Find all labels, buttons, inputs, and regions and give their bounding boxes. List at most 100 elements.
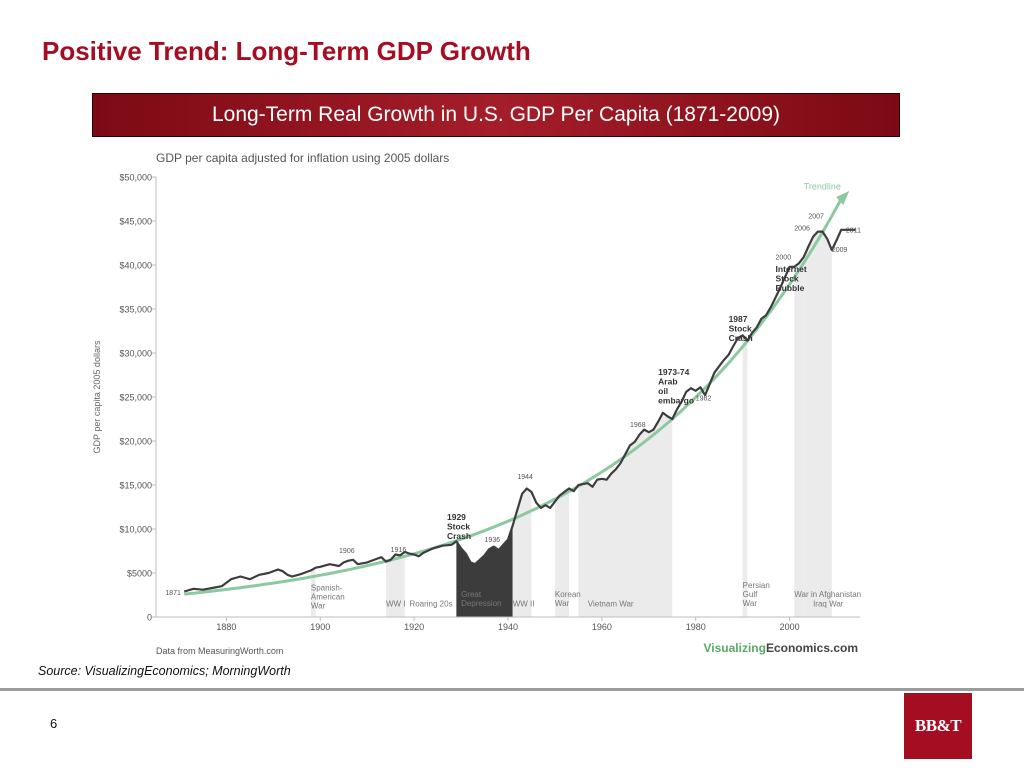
brand-part-b: Economics.com xyxy=(766,641,858,655)
period-label-line: WW II xyxy=(513,599,535,608)
x-tick-label: 2000 xyxy=(780,622,800,632)
shaded-period-1990 xyxy=(742,335,748,617)
y-tick-label: $40,000 xyxy=(119,261,152,271)
period-label: WW II xyxy=(513,599,535,608)
y-tick-label: $5000 xyxy=(127,569,152,579)
y-axis-label: GDP per capita 2005 dollars xyxy=(92,340,102,453)
year-label: 2007 xyxy=(808,213,824,220)
period-label-line: War in Afghanistan xyxy=(794,590,861,599)
gdp-series-line xyxy=(183,228,856,593)
period-label: War in Afghanistan xyxy=(794,590,861,599)
event-label: 1973-74 Arab oil embargo xyxy=(658,367,694,406)
year-label: 2009 xyxy=(832,247,848,254)
period-label: WW I xyxy=(386,599,406,608)
bbt-logo: BB&T xyxy=(904,693,972,759)
year-label: 1968 xyxy=(630,422,646,429)
shaded-period-1950 xyxy=(554,488,570,617)
period-label-line: Spanish- xyxy=(311,584,343,593)
y-tick-label: $35,000 xyxy=(119,305,152,315)
year-label: 1906 xyxy=(339,548,355,555)
shaded-period-1914 xyxy=(385,551,405,617)
year-label-line: 1982 xyxy=(696,396,712,403)
period-label-line: Iraq War xyxy=(813,599,844,608)
y-tick-label: $45,000 xyxy=(119,217,152,227)
x-tick-label: 1920 xyxy=(404,622,424,632)
year-label: 1916 xyxy=(391,547,407,554)
period-label: Iraq War xyxy=(813,599,844,608)
event-label-line: Internet xyxy=(776,264,807,274)
slide-title: Positive Trend: Long-Term GDP Growth xyxy=(42,36,531,66)
event-label-line: oil xyxy=(658,386,668,396)
year-label-line: 2009 xyxy=(832,247,848,254)
shaded-period-1929 xyxy=(456,525,513,617)
year-label: 2000 xyxy=(776,255,792,262)
period-label-line: War xyxy=(743,599,758,608)
year-label-line: 1968 xyxy=(630,422,646,429)
trendline xyxy=(184,198,843,596)
period-label-line: American xyxy=(311,593,345,602)
year-label-line: 1936 xyxy=(485,537,501,544)
x-tick-label: 1940 xyxy=(498,622,518,632)
period-label-line: Roaring 20s xyxy=(409,599,452,608)
event-label-line: 1987 xyxy=(729,314,748,324)
x-tick-label: 1900 xyxy=(310,622,330,632)
period-label-line: Korean xyxy=(555,590,581,599)
page-number: 6 xyxy=(50,716,58,731)
event-label: 1987 Stock Crash xyxy=(729,314,753,343)
shaded-period-2003 xyxy=(803,231,832,617)
period-label-line: Great xyxy=(461,590,482,599)
event-label-line: Stock xyxy=(776,274,799,284)
year-label: 2006 xyxy=(794,226,810,233)
event-label-line: Stock xyxy=(447,522,470,532)
period-label: Spanish-American War xyxy=(311,584,345,611)
event-label-line: embargo xyxy=(658,396,694,406)
event-label-line: 1973-74 xyxy=(658,367,689,377)
event-label: Internet Stock Bubble xyxy=(776,264,807,293)
period-label-line: War xyxy=(311,602,326,611)
y-tick-label: $25,000 xyxy=(119,393,152,403)
y-tick-label: $15,000 xyxy=(119,481,152,491)
x-tick-label: 1960 xyxy=(592,622,612,632)
event-label-line: Crash xyxy=(729,333,753,343)
period-label: Great Depression xyxy=(461,590,501,608)
banner-text: Long-Term Real Growth in U.S. GDP Per Ca… xyxy=(211,103,781,126)
chart-banner: Long-Term Real Growth in U.S. GDP Per Ca… xyxy=(92,93,900,137)
period-label: Vietnam War xyxy=(588,599,634,608)
period-label: Korean War xyxy=(555,590,581,608)
footer-rule xyxy=(0,688,1024,691)
year-label-line: 1906 xyxy=(339,548,355,555)
shaded-period-1955 xyxy=(578,412,673,617)
year-label: 1871 xyxy=(165,590,181,597)
year-label-line: 2011 xyxy=(846,227,861,234)
logo-text: BB&T xyxy=(914,716,962,735)
period-label-line: War xyxy=(555,599,570,608)
year-label: 1944 xyxy=(517,474,533,481)
year-label-line: 2006 xyxy=(794,226,810,233)
event-label-line: 1929 xyxy=(447,512,466,522)
brand-part-a: Visualizing xyxy=(704,641,766,655)
trendline-arrowhead xyxy=(836,191,850,205)
period-label-line: Persian xyxy=(743,581,770,590)
y-tick-label: $20,000 xyxy=(119,437,152,447)
x-tick-label: 1880 xyxy=(216,622,236,632)
year-label: 2011 xyxy=(846,227,861,234)
shaded-period-2001 xyxy=(794,257,804,617)
source-note: Source: VisualizingEconomics; MorningWor… xyxy=(38,664,291,678)
event-label-line: Crash xyxy=(447,531,471,541)
year-label: 1936 xyxy=(485,537,501,544)
year-label-line: 1944 xyxy=(517,474,533,481)
period-label-line: Depression xyxy=(461,599,501,608)
period-label-line: Gulf xyxy=(743,590,758,599)
y-tick-label: $30,000 xyxy=(119,349,152,359)
y-tick-label: $10,000 xyxy=(119,525,152,535)
y-tick-label: 0 xyxy=(147,613,152,623)
visualizing-economics-logo: VisualizingEconomics.com xyxy=(704,641,859,655)
y-tick-label: $50,000 xyxy=(119,173,152,183)
year-label-line: 2007 xyxy=(808,213,824,220)
event-label-line: Stock xyxy=(729,324,752,334)
shaded-period-1941 xyxy=(512,488,532,617)
year-label: 1982 xyxy=(696,396,712,403)
event-label: 1929 Stock Crash xyxy=(447,512,471,541)
period-label-line: Vietnam War xyxy=(588,599,634,608)
